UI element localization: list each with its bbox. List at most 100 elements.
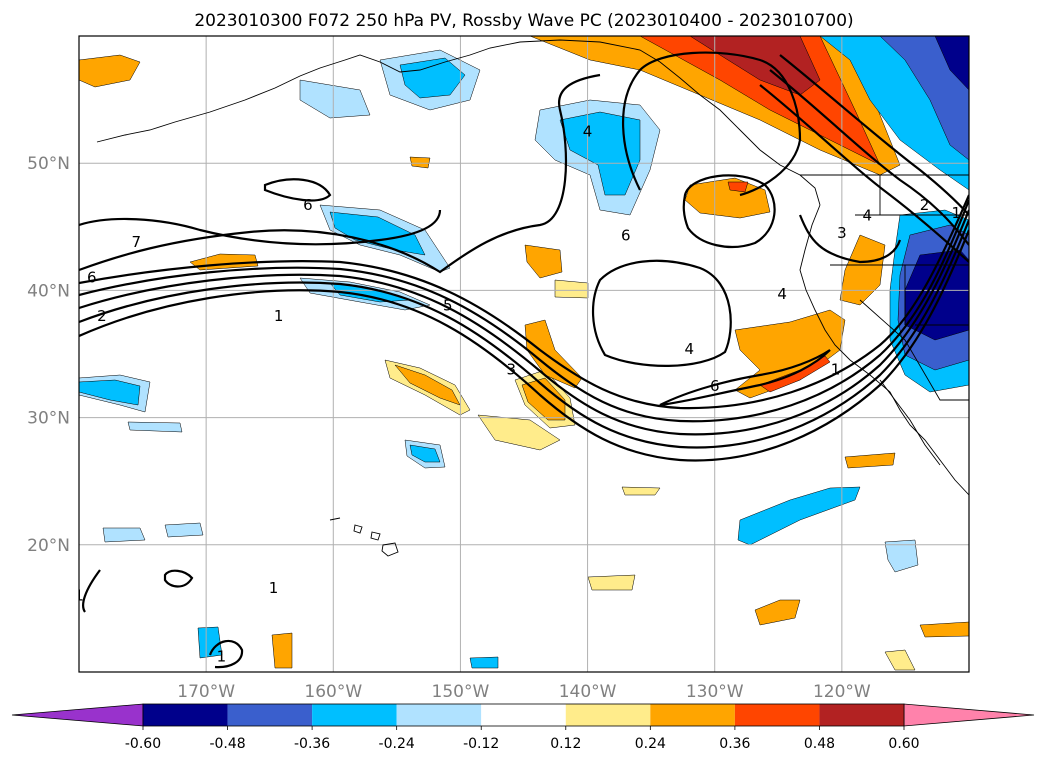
contour-label: 3 — [507, 360, 517, 378]
colorbar-cell — [481, 704, 566, 726]
pv-contour-south-1 — [82, 569, 244, 669]
lat-tick-label: 50°N — [27, 154, 70, 174]
colorbar-cell — [734, 704, 820, 726]
figure-title: 2023010300 F072 250 hPa PV, Rossby Wave … — [194, 11, 853, 31]
contour-label: 6 — [710, 377, 720, 395]
negative-anomaly-region — [102, 527, 146, 543]
negative-anomaly-region — [79, 379, 141, 406]
lon-tick-label: 160°W — [304, 682, 362, 702]
negative-anomaly-region — [884, 539, 919, 573]
colorbar-tick-label: 0.60 — [888, 736, 919, 752]
contour-label: 1 — [274, 307, 284, 325]
colorbar-tick-label: -0.24 — [379, 736, 415, 752]
colorbar-cell — [143, 704, 228, 726]
lat-tick-label: 20°N — [27, 536, 70, 556]
pv-contour-6-circle — [682, 174, 776, 248]
colorbar-extend-min — [11, 703, 144, 727]
positive-anomaly-region — [524, 244, 563, 279]
positive-anomaly-region — [409, 156, 431, 169]
negative-anomaly-region — [559, 111, 641, 196]
colorbar: -0.60 -0.48 -0.36 -0.24 -0.12 0.12 0.24 0.36 0.4… — [11, 703, 1035, 752]
pv-contour-6-low — [659, 349, 831, 407]
lon-tick-label: 150°W — [432, 682, 490, 702]
colorbar-tick-label: -0.60 — [125, 736, 161, 752]
positive-anomaly-region — [639, 36, 881, 166]
contour-label: 2 — [97, 307, 107, 325]
contour-label: 7 — [131, 233, 141, 251]
lat-tick-label: 30°N — [27, 409, 70, 429]
pv-contours — [79, 51, 969, 669]
pv-contour-2 — [79, 219, 969, 449]
contour-label: 6 — [303, 196, 313, 214]
pv-contour-west-coast — [798, 214, 902, 264]
contour-label: 5 — [443, 297, 453, 315]
pv-contour-4-north — [622, 51, 802, 197]
lon-tick-label: 170°W — [177, 682, 235, 702]
positive-anomaly-region — [727, 181, 749, 193]
colorbar-extend-max — [903, 703, 1035, 727]
positive-anomaly-region — [919, 621, 969, 638]
positive-anomaly-region — [587, 574, 636, 591]
negative-anomaly-region — [329, 211, 426, 256]
colorbar-tick-label: 0.48 — [804, 736, 835, 752]
contour-label: 2 — [920, 196, 930, 214]
colorbar-tick-label: 0.24 — [635, 736, 666, 752]
negative-anomaly-region — [409, 444, 441, 463]
negative-anomaly-region — [299, 79, 371, 119]
pv-contour-4-low — [592, 259, 732, 367]
map-frame — [78, 35, 970, 673]
contour-label: 1 — [74, 587, 84, 605]
contour-label: 4 — [863, 206, 873, 224]
contour-label: 1 — [831, 360, 841, 378]
pv-contour-1 — [79, 229, 969, 462]
negative-anomaly-region — [879, 36, 969, 161]
negative-anomaly-region — [127, 421, 183, 433]
negative-anomaly-region — [399, 57, 466, 99]
positive-anomaly-region — [524, 319, 583, 389]
lon-tick-label: 130°W — [686, 682, 744, 702]
colorbar-cell — [565, 704, 651, 726]
colorbar-frame — [142, 703, 905, 727]
pv-contour-6-nw — [263, 178, 332, 202]
pv-contour-ne-set — [759, 54, 969, 263]
latitude-tick-labels: 20°N 30°N 40°N 50°N — [27, 154, 70, 556]
colorbar-tick-label: 0.36 — [719, 736, 750, 752]
negative-anomaly-region — [164, 522, 204, 538]
contour-label: 1 — [269, 579, 279, 597]
pv-contour-6-north — [79, 73, 601, 274]
pv-contour-4 — [79, 199, 969, 423]
colorbar-tick-label: -0.12 — [463, 736, 499, 752]
colorbar-cell — [396, 704, 482, 726]
colorbar-cell — [819, 704, 904, 726]
longitude-tick-labels: 170°W 160°W 150°W 140°W 130°W 120°W — [177, 682, 871, 702]
negative-anomaly-region — [934, 36, 969, 91]
contour-label: 1 — [952, 204, 962, 222]
contour-label: 6 — [87, 269, 97, 287]
colorbar-cell — [227, 704, 313, 726]
state-borders — [830, 175, 969, 401]
positive-anomaly-region — [271, 632, 293, 669]
alaska-coastline — [96, 39, 821, 206]
positive-anomaly-region — [621, 486, 661, 496]
pv-contour-3 — [79, 209, 969, 436]
negative-anomaly-region — [737, 486, 861, 546]
pv-contour-7 — [79, 209, 442, 246]
gridlines — [79, 36, 969, 672]
contour-label: 4 — [777, 285, 787, 303]
positive-anomaly-region — [754, 599, 801, 626]
colorbar-tick-label: 0.12 — [550, 736, 581, 752]
colorbar-tick-labels: -0.60 -0.48 -0.36 -0.24 -0.12 0.12 0.24 0.36 0.4… — [125, 726, 920, 752]
positive-anomaly-region — [884, 649, 916, 671]
contour-label: 4 — [685, 340, 695, 358]
colorbar-cell — [312, 704, 397, 726]
hawaiian-islands — [329, 517, 399, 557]
positive-anomaly-region — [839, 234, 886, 306]
contour-label: 3 — [837, 224, 847, 242]
contour-label: 6 — [621, 227, 631, 245]
positive-anomaly-region — [554, 279, 589, 299]
contour-label: 1 — [217, 648, 227, 666]
north-america-coastline — [799, 204, 969, 496]
contour-label: 4 — [583, 122, 593, 140]
